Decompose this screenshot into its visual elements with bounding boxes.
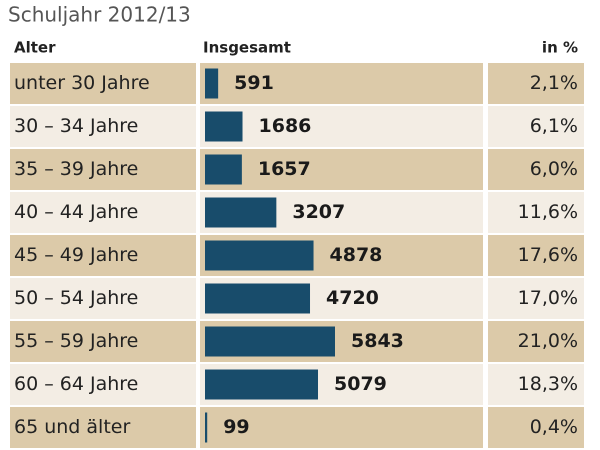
column-header: Insgesamt <box>203 39 291 57</box>
bar <box>205 369 319 400</box>
row-cell <box>488 364 584 405</box>
row-cell <box>488 192 584 233</box>
value-label: 99 <box>223 416 249 438</box>
row-cell <box>488 321 584 362</box>
category-label: 45 – 49 Jahre <box>14 244 138 266</box>
bar <box>205 240 314 271</box>
bar <box>205 283 311 314</box>
percent-label: 18,3% <box>518 373 578 395</box>
category-label: 50 – 54 Jahre <box>14 287 138 309</box>
category-label: 60 – 64 Jahre <box>14 373 138 395</box>
bar <box>205 68 219 99</box>
bar <box>205 154 242 185</box>
row-cell <box>488 235 584 276</box>
chart-title: Schuljahr 2012/13 <box>8 3 191 27</box>
percent-label: 6,0% <box>530 158 578 180</box>
row-cell <box>10 278 196 319</box>
percent-label: 2,1% <box>530 72 578 94</box>
row-cell <box>10 106 196 147</box>
row-cell <box>10 407 196 448</box>
value-label: 4720 <box>326 287 379 309</box>
column-header: in % <box>542 39 578 57</box>
bar <box>205 197 277 228</box>
column-header: Alter <box>14 39 56 57</box>
row-cell <box>488 63 584 104</box>
row-cell <box>200 407 483 448</box>
category-label: 55 – 59 Jahre <box>14 330 138 352</box>
row-cell <box>10 321 196 362</box>
value-label: 3207 <box>292 201 345 223</box>
value-label: 5843 <box>351 330 404 352</box>
row-cell <box>488 149 584 190</box>
row-cell <box>488 407 584 448</box>
percent-label: 17,0% <box>518 287 578 309</box>
row-cell <box>10 235 196 276</box>
row-cell <box>200 106 483 147</box>
bar <box>205 111 243 142</box>
category-label: 40 – 44 Jahre <box>14 201 138 223</box>
value-label: 591 <box>234 72 274 94</box>
category-label: 30 – 34 Jahre <box>14 115 138 137</box>
row-cell <box>10 192 196 233</box>
row-cell <box>10 149 196 190</box>
bar <box>205 326 335 357</box>
category-label: 65 und älter <box>14 416 130 438</box>
percent-label: 17,6% <box>518 244 578 266</box>
value-label: 1657 <box>258 158 311 180</box>
category-label: unter 30 Jahre <box>14 72 150 94</box>
row-cell <box>488 278 584 319</box>
percent-label: 6,1% <box>530 115 578 137</box>
row-cell <box>200 149 483 190</box>
bar <box>205 412 208 443</box>
value-label: 1686 <box>259 115 312 137</box>
value-label: 5079 <box>334 373 387 395</box>
percent-label: 21,0% <box>518 330 578 352</box>
row-cell <box>488 106 584 147</box>
row-cell <box>200 63 483 104</box>
value-label: 4878 <box>330 244 383 266</box>
row-cell <box>10 63 196 104</box>
row-cell <box>10 364 196 405</box>
percent-label: 0,4% <box>530 416 578 438</box>
percent-label: 11,6% <box>518 201 578 223</box>
category-label: 35 – 39 Jahre <box>14 158 138 180</box>
